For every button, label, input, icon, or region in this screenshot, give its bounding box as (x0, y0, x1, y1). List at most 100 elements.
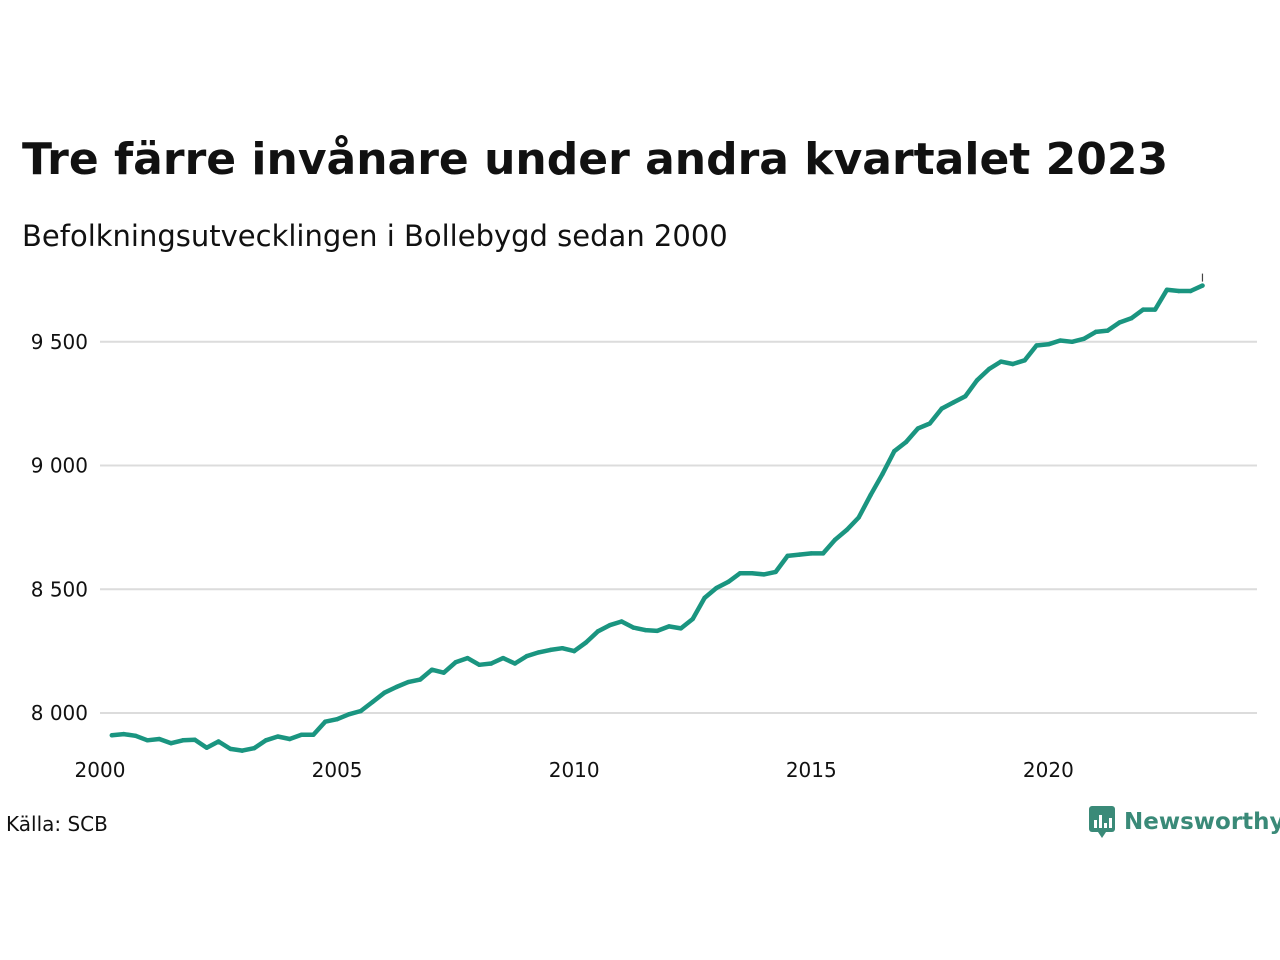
data-point (1093, 329, 1098, 335)
data-point (512, 661, 518, 666)
x-tick-label: 2010 (549, 758, 600, 782)
gridlines (100, 340, 1257, 715)
data-point (334, 717, 340, 722)
data-point (951, 400, 956, 405)
data-point (761, 572, 767, 577)
data-point (216, 739, 221, 744)
chart-title: Tre färre invånare under andra kvartalet… (22, 134, 1169, 185)
data-point (429, 667, 435, 672)
data-point (856, 515, 861, 520)
data-point (465, 655, 470, 661)
data-point (500, 655, 506, 661)
data-point (903, 439, 909, 445)
data-point (1152, 307, 1158, 312)
data-point (453, 660, 458, 665)
data-point (975, 377, 980, 383)
data-point (157, 736, 162, 742)
data-point (133, 733, 138, 738)
brand-name: Newsworthy (1124, 809, 1280, 835)
data-point (323, 719, 328, 724)
y-tick-label: 9 500 (31, 330, 88, 354)
data-point (1081, 336, 1087, 342)
data-point (1117, 320, 1122, 325)
data-point (1164, 287, 1170, 292)
data-point (1176, 288, 1181, 294)
chart-subtitle: Befolkningsutvecklingen i Bollebygd seda… (22, 219, 728, 253)
data-point (346, 712, 352, 717)
y-tick-label: 8 500 (31, 577, 88, 601)
x-tick-label: 2000 (75, 758, 126, 782)
data-point (145, 738, 150, 743)
data-point (702, 595, 707, 601)
data-point (240, 748, 245, 753)
data-point (1200, 283, 1205, 288)
x-tick-label: 2020 (1023, 758, 1074, 782)
data-point (1010, 361, 1015, 367)
data-point (358, 708, 363, 714)
data-point (797, 552, 802, 557)
data-point (571, 648, 577, 654)
data-point (678, 626, 684, 631)
data-point (631, 625, 636, 630)
data-point (1188, 288, 1193, 294)
data-point (749, 570, 755, 576)
data-point (654, 628, 660, 634)
x-tick-label: 2005 (312, 758, 363, 782)
newsworthy-logo-icon (1089, 806, 1115, 838)
data-point (548, 647, 553, 653)
data-point (726, 579, 731, 585)
data-point (311, 732, 316, 738)
data-point (666, 624, 672, 629)
data-point (477, 662, 482, 667)
data-point (607, 622, 612, 628)
data-series (109, 283, 1205, 753)
data-point (536, 650, 541, 655)
data-point (619, 619, 624, 624)
data-point (394, 684, 399, 690)
data-point (275, 734, 281, 739)
data-point (690, 616, 695, 622)
data-point (299, 732, 304, 738)
data-point (986, 366, 992, 372)
data-point (263, 738, 269, 743)
annotation-label: 9 724 (1149, 270, 1218, 275)
data-point (714, 585, 719, 591)
data-point (192, 737, 198, 742)
data-point (1046, 342, 1051, 347)
y-tick-label: 9 000 (31, 454, 88, 478)
data-point (180, 738, 186, 743)
data-point (773, 569, 778, 575)
end-annotation: 9 724 (1149, 270, 1218, 282)
data-point (915, 426, 921, 431)
data-point (998, 359, 1004, 364)
data-point (1069, 339, 1075, 344)
line-chart: 8 000 8 500 9 000 9 500 2000 2005 2010 2015 202… (31, 270, 1257, 782)
data-point (583, 640, 589, 645)
data-point (109, 733, 115, 738)
data-point (927, 421, 933, 426)
data-point (204, 745, 209, 750)
data-point (1034, 343, 1039, 348)
data-point (892, 448, 897, 454)
data-point (785, 553, 790, 559)
x-tick-label: 2015 (786, 758, 837, 782)
data-point (488, 661, 494, 666)
data-point (832, 537, 838, 542)
data-point (251, 745, 257, 751)
data-point (643, 627, 648, 633)
data-point (595, 629, 601, 634)
data-point (1140, 307, 1146, 312)
source-note: Källa: SCB (6, 812, 108, 836)
data-point (809, 551, 814, 556)
data-point (1105, 328, 1110, 333)
series-line (109, 283, 1205, 753)
brand-logo[interactable]: Newsworthy (1088, 804, 1280, 840)
data-point (737, 570, 743, 576)
x-axis-labels: 2000 2005 2010 2015 2020 (75, 758, 1074, 782)
data-point (868, 493, 873, 498)
data-point (287, 736, 292, 742)
data-point (844, 527, 850, 533)
data-point (939, 406, 944, 411)
data-point (1129, 316, 1134, 321)
data-point (963, 394, 968, 399)
